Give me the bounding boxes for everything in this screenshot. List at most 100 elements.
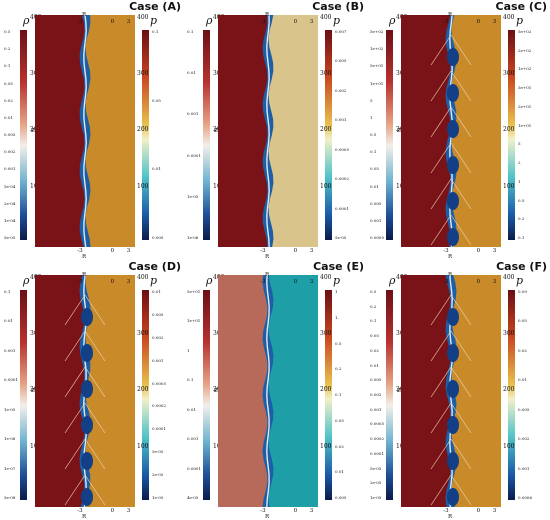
rho-tick: 0.1 (187, 29, 194, 34)
r-tick-top: 0 (293, 19, 298, 25)
p-tick: 5e-05 (152, 449, 164, 455)
p-tick: 2e-05 (152, 472, 164, 478)
z-axis-label: z (214, 126, 218, 134)
p-tick: 1 (518, 178, 521, 184)
rho-tick: 0.02 (4, 97, 13, 103)
rho-tick: 0.2 (4, 46, 11, 52)
rho-symbol: ρ (23, 274, 30, 287)
rho-tick: 0.002 (4, 149, 16, 155)
z-tick-right: 300 (320, 330, 332, 337)
z-tick-right: 300 (503, 330, 515, 337)
rho-colorbar (386, 30, 393, 240)
z-axis-label: z (31, 386, 35, 394)
r-tick-bottom: -3 (77, 508, 83, 514)
rho-tick: 0.01 (370, 362, 379, 368)
p-tick: 0.005 (152, 235, 164, 240)
r-tick-bottom: 0 (293, 508, 298, 514)
r-tick-top: -3 (443, 19, 449, 25)
field-image (401, 15, 501, 247)
r-tick-top: 3 (126, 19, 131, 25)
rho-tick: 0.02 (370, 347, 379, 353)
p-symbol: p (150, 14, 158, 27)
rho-symbol: ρ (23, 14, 30, 27)
rho-tick: 1 (370, 114, 373, 120)
panel-title: Case (B) (312, 0, 364, 13)
field-image (218, 15, 318, 247)
rho-tick: 2e-04 (4, 200, 16, 206)
p-tick: 1e-05 (152, 495, 164, 500)
p-tick: 0.002 (335, 87, 347, 93)
rho-symbol: ρ (389, 274, 396, 287)
rho-tick: 2e-05 (370, 480, 382, 486)
z-tick-right: 300 (137, 70, 149, 77)
p-symbol: p (516, 14, 524, 27)
z-tick-right: 400 (137, 14, 149, 21)
p-tick: 0.5 (518, 197, 525, 203)
field-image (218, 275, 318, 507)
p-tick: 0.0005 (152, 380, 166, 386)
rho-tick: 1e-06 (187, 235, 199, 240)
rho-symbol: ρ (206, 14, 213, 27)
r-tick-bottom: 3 (126, 508, 131, 514)
rho-tick: 0.001 (4, 347, 16, 353)
rho-tick: 0.01 (187, 70, 196, 76)
r-tick-bottom: -3 (260, 248, 266, 254)
rho-tick: 0.005 (370, 377, 382, 383)
z-tick-right: 100 (137, 183, 149, 190)
simulation-field (35, 15, 135, 247)
z-tick-right: 200 (503, 126, 515, 133)
z-tick-right: 200 (137, 386, 149, 393)
p-tick: 0.0002 (335, 176, 349, 182)
rho-tick: 0.0001 (370, 450, 384, 456)
rho-tick: 1e-06 (4, 436, 16, 442)
p-tick: 0.05 (152, 97, 161, 103)
p-tick: 1 (335, 289, 338, 294)
r-tick-bottom: 3 (309, 508, 314, 514)
p-tick: 0.05 (335, 417, 344, 423)
p-tick: 0.02 (335, 443, 344, 449)
p-colorbar (508, 30, 515, 240)
r-axis-label-bottom: R (265, 254, 270, 260)
r-tick-top: 3 (492, 19, 497, 25)
rho-tick: 1e-05 (4, 406, 16, 412)
p-tick: 0.1 (152, 29, 159, 34)
rho-tick: 0.0005 (370, 235, 384, 240)
p-colorbar (325, 30, 332, 240)
panel-title: Case (C) (495, 0, 547, 13)
r-tick-bottom: -3 (443, 248, 449, 254)
p-tick: 0.0002 (152, 403, 166, 409)
rho-tick: 5e-05 (4, 235, 16, 240)
r-axis-label-top: R (82, 12, 87, 18)
p-tick: 0.002 (152, 334, 164, 340)
z-tick-right: 100 (137, 443, 149, 450)
rho-tick: 0.005 (370, 200, 382, 206)
p-tick: 0.007 (335, 29, 347, 34)
r-axis-label-top: R (265, 12, 270, 18)
z-tick-right: 100 (503, 183, 515, 190)
p-tick: 1e+02 (518, 66, 532, 72)
r-tick-top: -3 (77, 19, 83, 25)
z-tick-right: 400 (320, 14, 332, 21)
rho-tick: 5 (370, 97, 373, 103)
panel-case-4: Case (E) ρ 5e+01 1e+01 1 0.1 0.01 0.001 0.0001 4e… (183, 260, 366, 520)
rho-tick: 0.01 (187, 406, 196, 412)
p-tick: 2e+02 (518, 47, 532, 53)
rho-tick: 1 (187, 347, 190, 353)
simulation-field (218, 275, 318, 507)
rho-tick: 0.0002 (370, 436, 384, 442)
r-axis-label-bottom: R (265, 514, 270, 520)
rho-colorbar (386, 290, 393, 500)
z-tick-right: 200 (137, 126, 149, 133)
r-tick-top: 0 (293, 279, 298, 285)
rho-tick: 1e+02 (370, 46, 384, 52)
rho-tick: 0.001 (187, 436, 199, 442)
z-tick-right: 300 (137, 330, 149, 337)
r-axis-label-bottom: R (448, 514, 453, 520)
p-tick: 0.01 (335, 469, 344, 475)
rho-symbol: ρ (206, 274, 213, 287)
z-tick-right: 200 (320, 126, 332, 133)
rho-tick: 1e-05 (187, 193, 199, 199)
field-image (35, 275, 135, 507)
simulation-field (35, 275, 135, 507)
rho-tick: 1e+01 (187, 318, 201, 324)
